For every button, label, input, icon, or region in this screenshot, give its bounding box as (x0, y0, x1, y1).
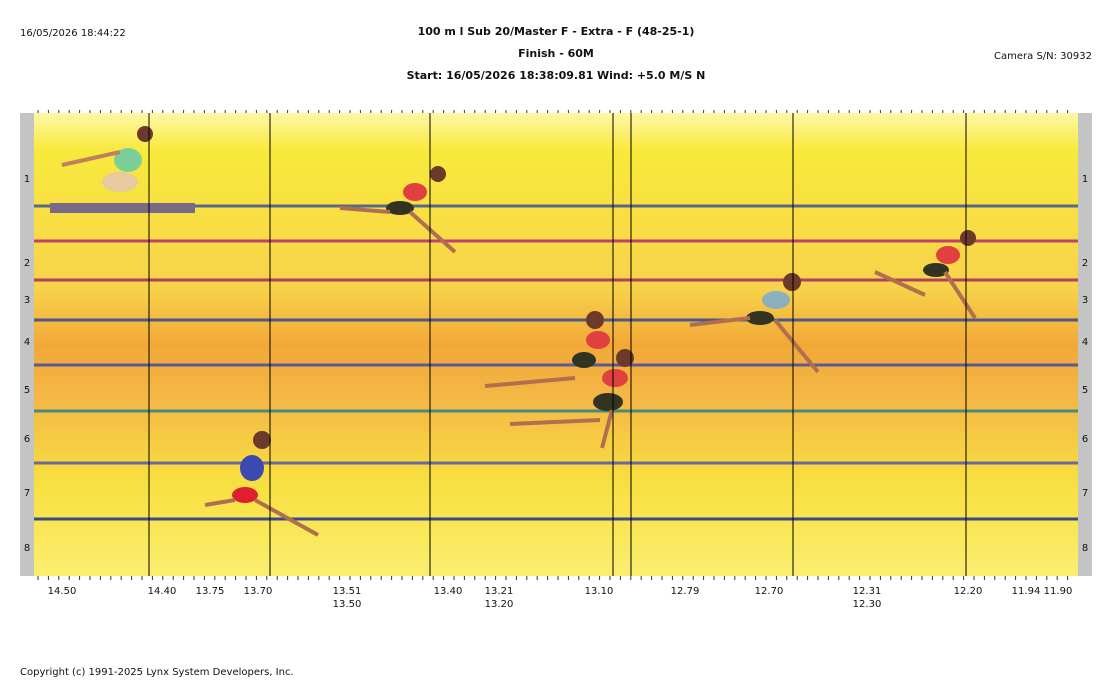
time-label: 11.90 (1044, 586, 1073, 597)
wind: Wind: +5.0 M/S N (597, 69, 705, 82)
runner (204, 431, 319, 537)
lane-line (34, 239, 1078, 243)
lane-line (34, 517, 1078, 521)
lane-line (34, 461, 1078, 465)
lane-line (34, 278, 1078, 282)
runner (689, 273, 820, 374)
camera-serial: Camera S/N: 30932 (994, 51, 1092, 62)
lane-number: 5 (1082, 385, 1088, 396)
side-strip (1078, 113, 1092, 576)
overlay: 1 1 2 2 3 3 4 4 5 5 6 6 7 7 8 8 14.50 14.40 13.75 13.70 13.5… (24, 110, 1088, 610)
lane-number: 8 (1082, 543, 1088, 554)
time-label: 12.79 (671, 586, 700, 597)
time-label: 13.40 (434, 586, 463, 597)
lane-line (34, 409, 1078, 413)
title: 100 m l Sub 20/Master F - Extra - F (48-… (418, 25, 695, 38)
time-label: 14.50 (48, 586, 77, 597)
lane-number: 6 (1082, 434, 1088, 445)
lane-number: 4 (24, 337, 30, 348)
lane-number: 1 (1082, 174, 1088, 185)
time-label: 13.51 (333, 586, 362, 597)
copyright: Copyright (c) 1991-2025 Lynx System Deve… (20, 667, 294, 678)
time-label: 12.31 (853, 586, 882, 597)
finish-image (34, 113, 1078, 576)
lane-line (34, 318, 1078, 322)
runner (874, 230, 977, 320)
lane-number: 1 (24, 174, 30, 185)
time-label: 12.20 (954, 586, 983, 597)
subtitle: Finish - 60M (518, 47, 594, 60)
lane-number: 7 (1082, 488, 1088, 499)
runners (50, 126, 977, 537)
lane-number: 8 (24, 543, 30, 554)
time-label: 11.94 (1012, 586, 1041, 597)
runner (509, 349, 634, 449)
time-label: 13.70 (244, 586, 273, 597)
lane-lines (34, 204, 1078, 521)
time-label: 13.75 (196, 586, 225, 597)
runner (484, 311, 610, 388)
lane-number: 5 (24, 385, 30, 396)
time-label: 14.40 (148, 586, 177, 597)
time-label: 12.30 (853, 599, 882, 610)
lane-number: 2 (1082, 258, 1088, 269)
lane-number: 4 (1082, 337, 1088, 348)
runner (50, 126, 195, 213)
lane-number: 7 (24, 488, 30, 499)
lane-number: 2 (24, 258, 30, 269)
lane-line (34, 204, 1078, 208)
time-label: 13.20 (485, 599, 514, 610)
lane-number: 3 (24, 295, 30, 306)
time-label: 12.70 (755, 586, 784, 597)
time-label: 13.50 (333, 599, 362, 610)
start-time: Start: 16/05/2026 18:38:09.81 (407, 69, 594, 82)
time-label: 13.21 (485, 586, 514, 597)
runner (339, 166, 457, 254)
time-label: 13.10 (585, 586, 614, 597)
side-strip (20, 113, 34, 576)
lane-number: 3 (1082, 295, 1088, 306)
lane-line (34, 363, 1078, 367)
timestamp: 16/05/2026 18:44:22 (20, 28, 126, 39)
lane-number: 6 (24, 434, 30, 445)
